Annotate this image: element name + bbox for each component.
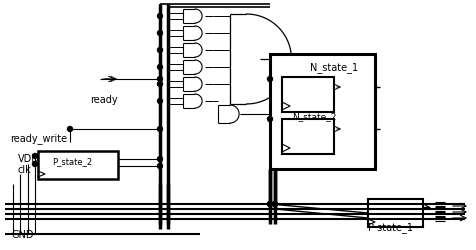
Circle shape	[157, 127, 162, 132]
Circle shape	[157, 164, 162, 169]
Circle shape	[32, 162, 38, 167]
Text: P state_1: P state_1	[367, 222, 412, 232]
Circle shape	[157, 77, 162, 82]
Text: ready_write: ready_write	[10, 133, 67, 144]
Bar	[281, 78, 333, 112]
Text: GND: GND	[12, 229, 34, 239]
Circle shape	[267, 117, 272, 122]
Circle shape	[157, 14, 162, 20]
Circle shape	[157, 157, 162, 162]
Text: P_state_2: P_state_2	[52, 157, 92, 166]
Circle shape	[272, 202, 277, 207]
Text: VDD: VDD	[18, 154, 40, 163]
Circle shape	[267, 77, 272, 82]
Text: clk: clk	[18, 164, 32, 174]
Circle shape	[32, 154, 38, 159]
Circle shape	[157, 99, 162, 104]
Text: N_state_1: N_state_1	[309, 62, 357, 73]
Bar	[367, 199, 422, 227]
Text: N_state_2: N_state_2	[291, 112, 336, 121]
Text: ready: ready	[90, 94, 118, 104]
Circle shape	[157, 65, 162, 70]
Circle shape	[157, 82, 162, 87]
Circle shape	[68, 127, 72, 132]
Bar	[269, 55, 374, 169]
Circle shape	[267, 202, 272, 207]
Bar	[38, 152, 118, 179]
Circle shape	[267, 202, 272, 207]
Bar	[281, 120, 333, 154]
Circle shape	[157, 31, 162, 36]
Circle shape	[157, 48, 162, 53]
